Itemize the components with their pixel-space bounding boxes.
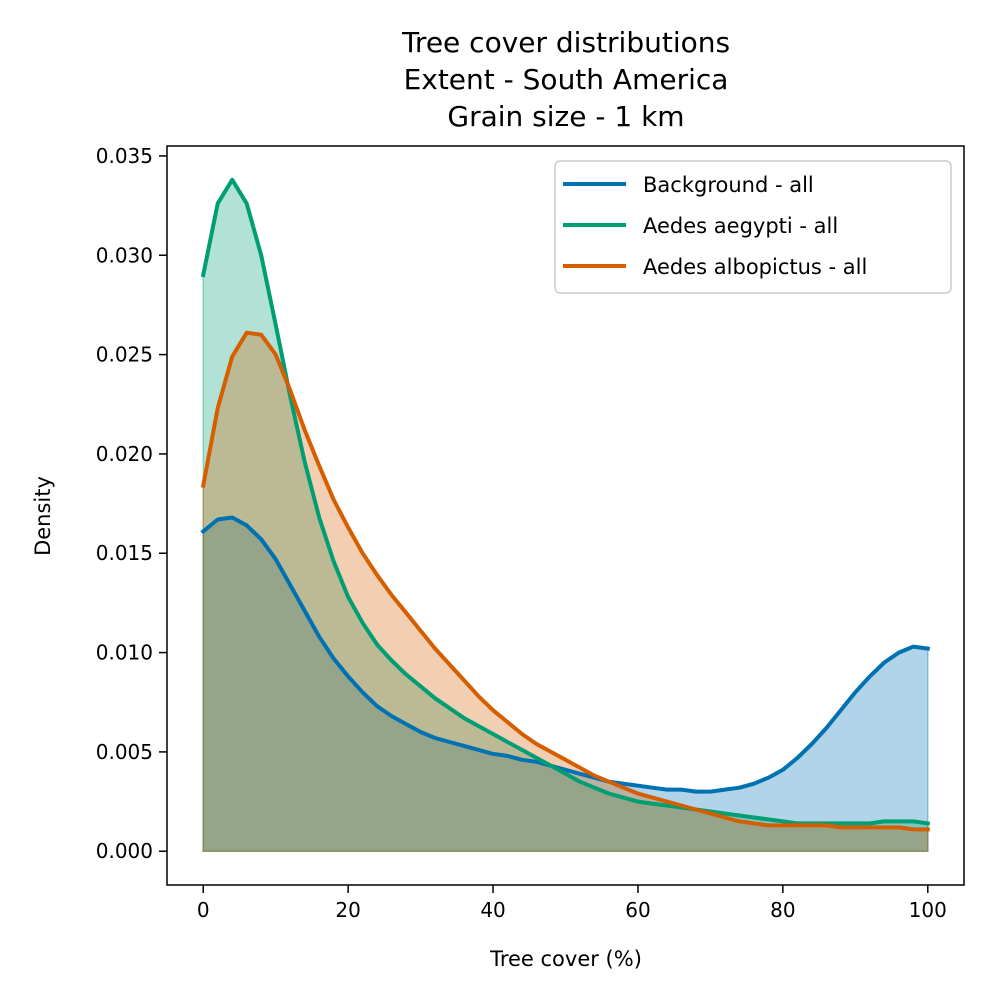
x-tick-label: 20: [335, 898, 360, 922]
y-tick-label: 0.005: [96, 740, 153, 764]
y-tick-label: 0.020: [96, 442, 153, 466]
x-tick-label: 60: [625, 898, 650, 922]
x-axis-label: Tree cover (%): [489, 947, 642, 971]
x-tick-label: 80: [770, 898, 795, 922]
chart-title: Tree cover distributions Extent - South …: [401, 26, 730, 133]
y-axis: 0.000 0.005 0.010 0.015 0.020 0.025 0.030 0.035: [96, 144, 167, 863]
x-axis: 0 20 40 60 80 100: [197, 885, 947, 922]
series-line-1: [200, 515, 931, 794]
legend-box: [554, 160, 952, 294]
y-tick-label: 0.010: [96, 641, 153, 665]
plot-frame: [166, 145, 965, 886]
x-tick-label: 100: [909, 898, 947, 922]
chart-title-line-1: Tree cover distributions: [401, 26, 730, 59]
legend-label-1: Background - all: [643, 173, 814, 197]
series-line-3: [200, 330, 930, 832]
x-tick-label: 40: [480, 898, 505, 922]
chart-title-line-3: Grain size - 1 km: [447, 100, 684, 133]
series-lines: [200, 177, 931, 832]
y-axis-label: Density: [31, 476, 55, 556]
legend-label-3: Aedes albopictus - all: [643, 255, 867, 279]
y-tick-label: 0.035: [96, 144, 153, 168]
y-tick-label: 0.030: [96, 243, 153, 267]
y-tick-label: 0.000: [96, 839, 153, 863]
legend: Background - all Aedes aegypti - all Aedes…: [554, 160, 952, 294]
legend-label-2: Aedes aegypti - all: [643, 214, 838, 238]
chart-title-line-2: Extent - South America: [404, 63, 729, 96]
y-tick-label: 0.025: [96, 343, 153, 367]
x-tick-label: 0: [197, 898, 210, 922]
y-tick-label: 0.015: [96, 541, 153, 565]
